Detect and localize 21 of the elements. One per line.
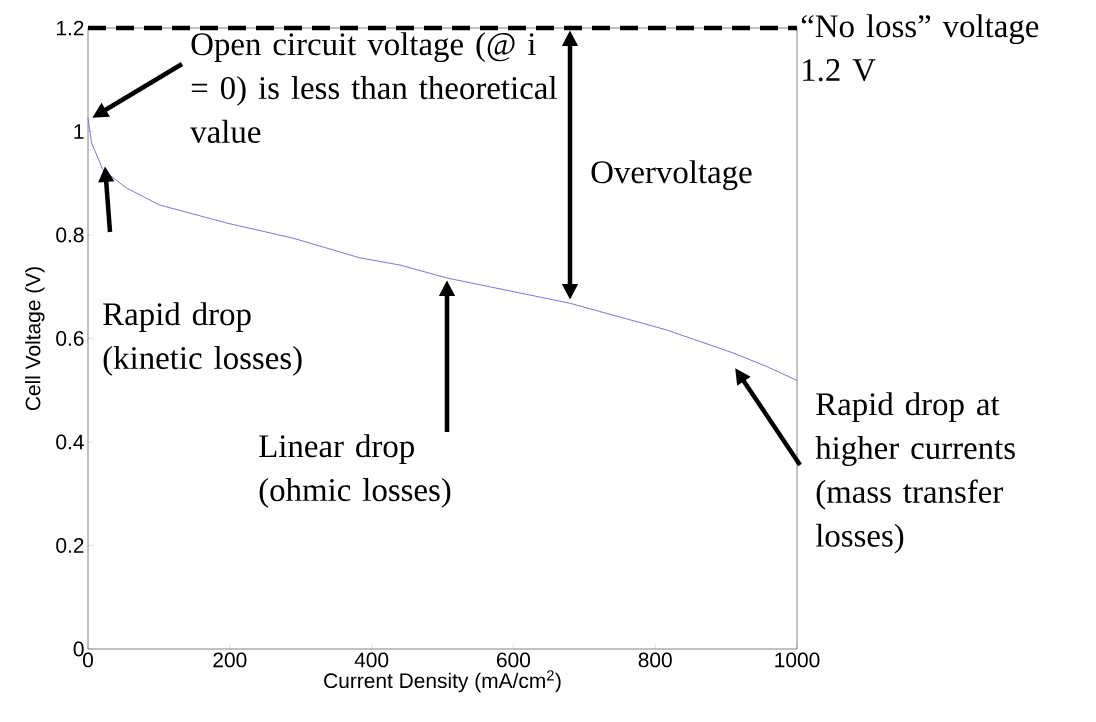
x-tick-label: 200 xyxy=(213,652,247,668)
line-series xyxy=(87,117,798,381)
x-tick-label: 600 xyxy=(497,652,531,668)
y-tick-label: 1 xyxy=(74,124,84,139)
annotation: Linear drop (ohmic losses) xyxy=(259,434,451,508)
text: Rapid drop at higher currents (mass transfer losses) xyxy=(815,392,1015,554)
y-tick-label: 0.6 xyxy=(56,331,84,346)
x-tick-label: 1000 xyxy=(775,652,820,668)
x-tick-label: 400 xyxy=(354,652,389,668)
y-tick-label: 0.4 xyxy=(56,434,84,450)
y-tick-label: 1.2 xyxy=(56,20,84,36)
ref-line-label: “No loss” voltage 1.2 V xyxy=(801,14,1039,82)
y-tick-label: 0.8 xyxy=(56,227,84,243)
y-tick-label: 0 xyxy=(73,641,84,657)
x-tick-label: 800 xyxy=(638,652,672,668)
x-axis-title: Current Density (mA/cm$^{2}$) xyxy=(324,670,561,693)
annotation: Open circuit voltage (@ i = 0) is less than theoretical value xyxy=(190,32,557,143)
annotation: Rapid drop (kinetic losses) xyxy=(103,302,302,376)
y-axis-title: Cell Voltage (V) xyxy=(25,267,45,411)
y-tick-label: 0.2 xyxy=(56,538,84,553)
annotation: Overvoltage xyxy=(591,160,752,191)
